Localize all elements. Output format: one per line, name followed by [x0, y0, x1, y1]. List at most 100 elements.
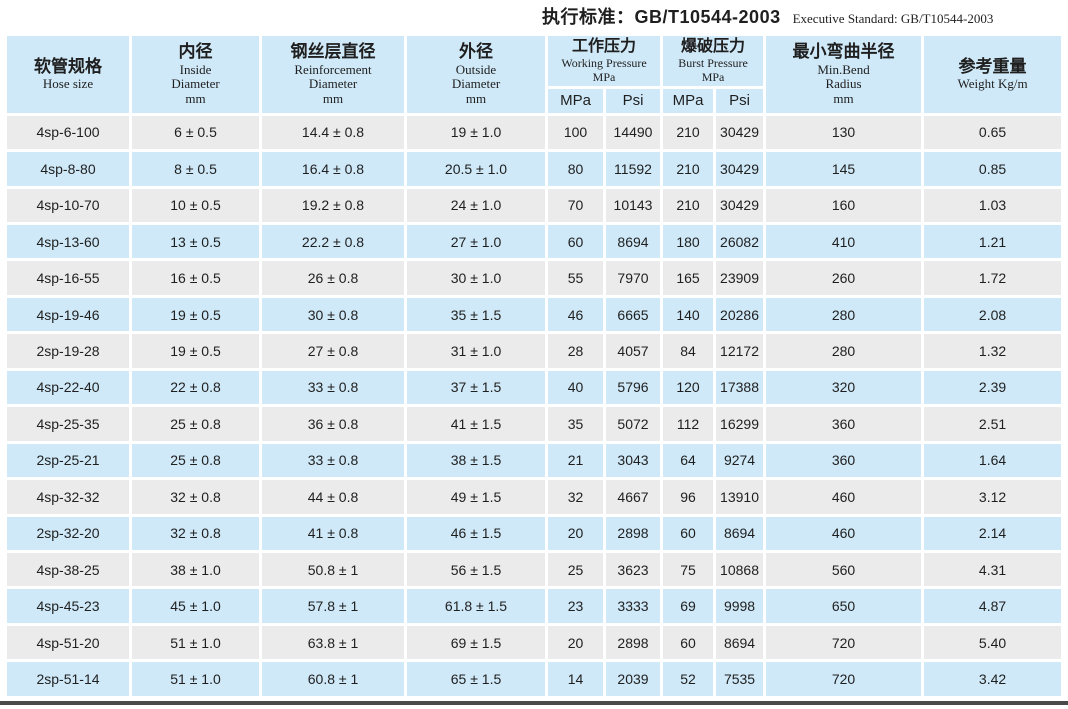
table-cell: 23 — [548, 589, 603, 623]
table-cell: 22.2 ± 0.8 — [262, 224, 404, 259]
table-cell: 30 ± 1.0 — [407, 261, 545, 295]
table-cell: 19.2 ± 0.8 — [262, 188, 404, 222]
table-cell: 4sp-45-23 — [7, 589, 129, 623]
table-cell: 410 — [766, 224, 922, 259]
table-cell: 8694 — [606, 224, 661, 259]
header-en: Outside Diameter — [451, 61, 501, 92]
table-cell: 32 ± 0.8 — [132, 516, 259, 551]
table-cell: 2.08 — [924, 297, 1062, 332]
table-cell: 25 ± 0.8 — [132, 443, 259, 478]
header-unit: mm — [465, 91, 487, 107]
table-cell: 5072 — [606, 407, 661, 441]
table-cell: 4sp-19-46 — [7, 297, 129, 332]
table-row: 4sp-16-55 16 ± 0.5 26 ± 0.8 30 ± 1.0 55 7970 1… — [7, 261, 1062, 295]
header-unit: MPa — [701, 69, 725, 84]
table-cell: 14 — [548, 662, 603, 696]
hose-spec-table: 软管规格 Hose size 内径 Inside Diameter mm 钢丝层… — [4, 33, 1065, 699]
table-cell: 3623 — [606, 553, 661, 587]
table-cell: 4sp-32-32 — [7, 480, 129, 514]
table-cell: 3.12 — [924, 480, 1062, 514]
header-en: Hose size — [42, 76, 94, 92]
table-cell: 4sp-8-80 — [7, 152, 129, 186]
header-cn: 最小弯曲半径 — [792, 42, 895, 62]
table-cell: 1.72 — [924, 261, 1062, 295]
table-cell: 320 — [766, 370, 922, 405]
table-cell: 96 — [663, 480, 714, 514]
table-cell: 3333 — [606, 589, 661, 623]
table-cell: 30429 — [716, 152, 764, 186]
table-cell: 45 ± 1.0 — [132, 589, 259, 623]
table-cell: 63.8 ± 1 — [262, 625, 404, 660]
table-cell: 16 ± 0.5 — [132, 261, 259, 295]
table-cell: 23909 — [716, 261, 764, 295]
table-cell: 4sp-10-70 — [7, 188, 129, 222]
table-cell: 2039 — [606, 662, 661, 696]
table-row: 2sp-25-21 25 ± 0.8 33 ± 0.8 38 ± 1.5 21 3043 6… — [7, 443, 1062, 478]
title-english: Executive Standard: GB/T10544-2003 — [792, 11, 994, 26]
table-cell: 36 ± 0.8 — [262, 407, 404, 441]
table-cell: 60 — [663, 516, 714, 551]
header-en: Inside Diameter — [171, 61, 220, 92]
table-cell: 38 ± 1.0 — [132, 553, 259, 587]
header-en: Reinforcement Diameter — [294, 61, 372, 92]
table-row: 4sp-51-20 51 ± 1.0 63.8 ± 1 69 ± 1.5 20 2898 6… — [7, 625, 1062, 660]
table-cell: 22 ± 0.8 — [132, 370, 259, 405]
table-cell: 41 ± 1.5 — [407, 407, 545, 441]
table-row: 4sp-38-25 38 ± 1.0 50.8 ± 1 56 ± 1.5 25 3623 7… — [7, 553, 1062, 587]
table-cell: 84 — [663, 334, 714, 368]
table-cell: 30 ± 0.8 — [262, 297, 404, 332]
table-cell: 2sp-51-14 — [7, 662, 129, 696]
table-cell: 4667 — [606, 480, 661, 514]
table-cell: 3.42 — [924, 662, 1062, 696]
table-cell: 14490 — [606, 115, 661, 150]
table-cell: 44 ± 0.8 — [262, 480, 404, 514]
table-cell: 52 — [663, 662, 714, 696]
table-cell: 7535 — [716, 662, 764, 696]
table-cell: 50.8 ± 1 — [262, 553, 404, 587]
table-cell: 35 — [548, 407, 603, 441]
col-header-hose-size: 软管规格 Hose size — [7, 36, 129, 113]
table-cell: 10 ± 0.5 — [132, 188, 259, 222]
col-header-outside-diameter: 外径 Outside Diameter mm — [407, 36, 545, 113]
table-cell: 57.8 ± 1 — [262, 589, 404, 623]
table-cell: 35 ± 1.5 — [407, 297, 545, 332]
table-cell: 280 — [766, 297, 922, 332]
header-cn: 钢丝层直径 — [290, 42, 376, 62]
table-cell: 32 ± 0.8 — [132, 480, 259, 514]
table-cell: 9274 — [716, 443, 764, 478]
bottom-divider — [0, 701, 1068, 705]
table-cell: 61.8 ± 1.5 — [407, 589, 545, 623]
table-cell: 11592 — [606, 152, 661, 186]
col-header-min-bend-radius: 最小弯曲半径 Min.Bend Radius mm — [766, 36, 922, 113]
table-cell: 51 ± 1.0 — [132, 662, 259, 696]
table-cell: 20 — [548, 516, 603, 551]
table-cell: 26082 — [716, 224, 764, 259]
table-cell: 49 ± 1.5 — [407, 480, 545, 514]
header-cn: 爆破压力 — [681, 38, 746, 55]
table-cell: 4sp-6-100 — [7, 115, 129, 150]
table-cell: 560 — [766, 553, 922, 587]
table-header: 软管规格 Hose size 内径 Inside Diameter mm 钢丝层… — [7, 36, 1062, 113]
table-cell: 4sp-16-55 — [7, 261, 129, 295]
table-cell: 145 — [766, 152, 922, 186]
header-unit: mm — [185, 91, 206, 107]
table-cell: 6665 — [606, 297, 661, 332]
table-cell: 60 — [663, 625, 714, 660]
table-cell: 21 — [548, 443, 603, 478]
table-cell: 56 ± 1.5 — [407, 553, 545, 587]
col-header-reinforcement-diameter: 钢丝层直径 Reinforcement Diameter mm — [262, 36, 404, 113]
table-cell: 16299 — [716, 407, 764, 441]
table-cell: 37 ± 1.5 — [407, 370, 545, 405]
table-cell: 140 — [663, 297, 714, 332]
table-cell: 10143 — [606, 188, 661, 222]
table-cell: 19 ± 0.5 — [132, 334, 259, 368]
table-cell: 27 ± 1.0 — [407, 224, 545, 259]
header-unit: mm — [833, 91, 854, 107]
table-cell: 100 — [548, 115, 603, 150]
table-row: 4sp-32-32 32 ± 0.8 44 ± 0.8 49 ± 1.5 32 4667 9… — [7, 480, 1062, 514]
table-cell: 13 ± 0.5 — [132, 224, 259, 259]
table-cell: 720 — [766, 625, 922, 660]
table-cell: 2sp-25-21 — [7, 443, 129, 478]
table-cell: 1.21 — [924, 224, 1062, 259]
table-cell: 25 — [548, 553, 603, 587]
